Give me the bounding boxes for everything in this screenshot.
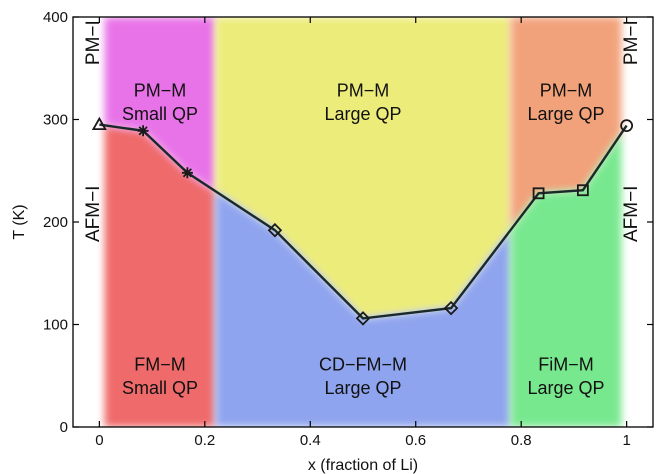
x-tick-label-2: 0.2: [194, 432, 215, 449]
region-label-2: Small QP: [122, 104, 198, 124]
series-line: [99, 123, 628, 320]
phase-region-1: [104, 125, 216, 427]
y-tick-label-1: 0: [60, 419, 68, 436]
region-label-5: PM−M: [540, 81, 593, 101]
y-tick-label-5: 400: [43, 9, 68, 26]
region-label-13: PM−I: [83, 20, 104, 65]
data-point-9-circle: [620, 119, 634, 133]
x-tick-label-1: 0: [95, 432, 103, 449]
y-tick-label-2: 100: [43, 317, 68, 334]
data-point-1-triangle: [91, 116, 107, 131]
region-label-1: PM−M: [134, 81, 187, 101]
region-label-14: AFM−I: [83, 186, 104, 242]
data-point-7-square: [532, 187, 545, 200]
x-tick-label-4: 0.6: [405, 432, 426, 449]
x-tick-label-6: 1: [622, 432, 630, 449]
data-point-5-diamond: [355, 311, 371, 326]
region-label-11: FiM−M: [538, 354, 594, 374]
data-point-2-star: [137, 125, 149, 137]
region-label-6: Large QP: [527, 104, 604, 124]
data-point-8-square: [576, 184, 589, 197]
x-tick-label-3: 0.4: [300, 432, 321, 449]
x-tick-label-5: 0.8: [511, 432, 532, 449]
phase-region-2: [104, 17, 216, 192]
region-label-16: AFM−I: [621, 186, 642, 242]
data-point-4-diamond: [267, 222, 283, 238]
region-label-15: PM−I: [621, 20, 642, 65]
y-tick-label-4: 300: [43, 112, 68, 129]
data-point-6-diamond: [443, 300, 459, 316]
region-label-3: PM−M: [337, 81, 390, 101]
phase-region-4: [215, 191, 511, 427]
region-label-12: Large QP: [527, 378, 604, 398]
y-axis-label: T (K): [11, 204, 28, 239]
data-point-3-star: [181, 167, 193, 179]
y-tick-label-3: 200: [43, 214, 68, 231]
phase-region-6: [510, 133, 622, 427]
region-label-10: Large QP: [324, 378, 401, 398]
region-label-7: FM−M: [134, 354, 186, 374]
x-axis-label: x (fraction of Li): [308, 457, 418, 474]
region-label-4: Large QP: [324, 104, 401, 124]
phase-region-5: [510, 17, 622, 230]
region-label-9: CD−FM−M: [319, 354, 407, 374]
region-label-8: Small QP: [122, 378, 198, 398]
